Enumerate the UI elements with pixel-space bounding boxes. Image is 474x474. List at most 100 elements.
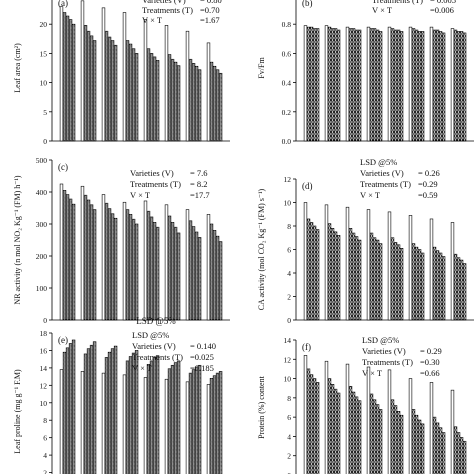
bar [197,364,202,474]
bar [456,432,461,474]
y-tick-label: 0 [287,471,291,474]
bar [375,404,380,474]
bar [435,29,440,142]
bar [173,226,178,321]
stat-label: V × T [372,5,393,15]
stat-value: =1.67 [200,15,220,25]
bar [396,29,401,142]
bar [89,35,94,142]
bar [399,414,404,474]
bar [366,366,371,474]
bar [71,339,76,474]
bar [170,58,175,142]
bar [372,399,377,474]
bar [348,385,353,474]
bar [348,28,353,142]
bar [387,211,392,321]
y-tick-label: 20 [40,20,48,29]
bar [378,31,383,142]
bar [107,351,112,474]
bar [429,382,434,474]
bar [59,6,64,142]
bar [441,256,446,321]
y-tick-label: 0 [287,316,291,325]
bar [131,218,136,321]
bar [366,209,371,321]
bar [408,26,413,142]
bar [432,416,437,474]
bar [315,229,320,321]
bar [327,26,332,142]
bar [390,237,395,321]
bar [411,409,416,474]
bar [191,63,196,142]
stat-label: Varieties (V) [360,168,404,178]
y-tick-label: 100 [36,284,48,293]
lsd-mid-label: LSD @5% [136,316,176,326]
bar [396,411,401,474]
bar [336,235,341,321]
bar [333,28,338,142]
bar [152,357,157,474]
stats-header: LSD @5% [360,157,397,167]
bar [101,7,106,142]
bar [83,25,88,142]
bar [134,223,139,321]
bar [218,241,223,321]
bar [459,259,464,321]
bar [125,360,130,474]
bar [71,203,76,321]
bar [303,25,308,142]
bar [107,36,112,142]
stat-label: Varieties (V) [130,168,174,178]
bar [212,375,217,474]
bar [309,222,314,321]
bar [453,29,458,142]
chart-panel: 0.00.20.40.60.81.0Fv/Fm(b)Treatments (T)… [257,0,474,146]
bar [378,409,383,474]
bar [357,400,362,474]
bar [393,242,398,321]
bar [417,419,422,474]
bar [89,344,94,474]
bar [176,232,181,321]
stat-value: = 0.005 [430,0,456,5]
y-tick-label: 12 [284,175,292,184]
bar [62,351,67,474]
stat-value: =0.006 [430,5,454,15]
y-tick-label: 4 [287,269,291,278]
bar [333,231,338,321]
chart-panel: 0 100 200 300 400 500 NR activity (n mol NO₂ K… [13,156,230,325]
bar [128,356,133,474]
y-axis-label: Protein (%) content [257,375,266,438]
stat-label: V × T [360,190,381,200]
bar [411,28,416,142]
bar [354,396,359,474]
bar [170,222,175,321]
bar [399,31,404,142]
bar [86,199,91,321]
bar [113,217,118,321]
bar [59,369,64,474]
y-tick-label: 0 [43,137,47,146]
panel-label: (a) [58,0,68,8]
bar [215,69,220,142]
bar [387,26,392,142]
bar [164,378,169,474]
y-tick-label: 0.0 [282,137,292,146]
stat-value: =17.7 [190,190,210,200]
bar [62,12,67,142]
bar [417,249,422,321]
stat-label: V × T [362,368,383,378]
bar [357,29,362,142]
bar [330,384,335,474]
bar [408,378,413,474]
bar [110,213,115,321]
bar [188,58,193,142]
bar [438,252,443,321]
bar [438,31,443,142]
bar [456,31,461,142]
y-tick-label: 6 [287,246,291,255]
bar [209,61,214,142]
y-tick-label: 0 [43,316,47,325]
